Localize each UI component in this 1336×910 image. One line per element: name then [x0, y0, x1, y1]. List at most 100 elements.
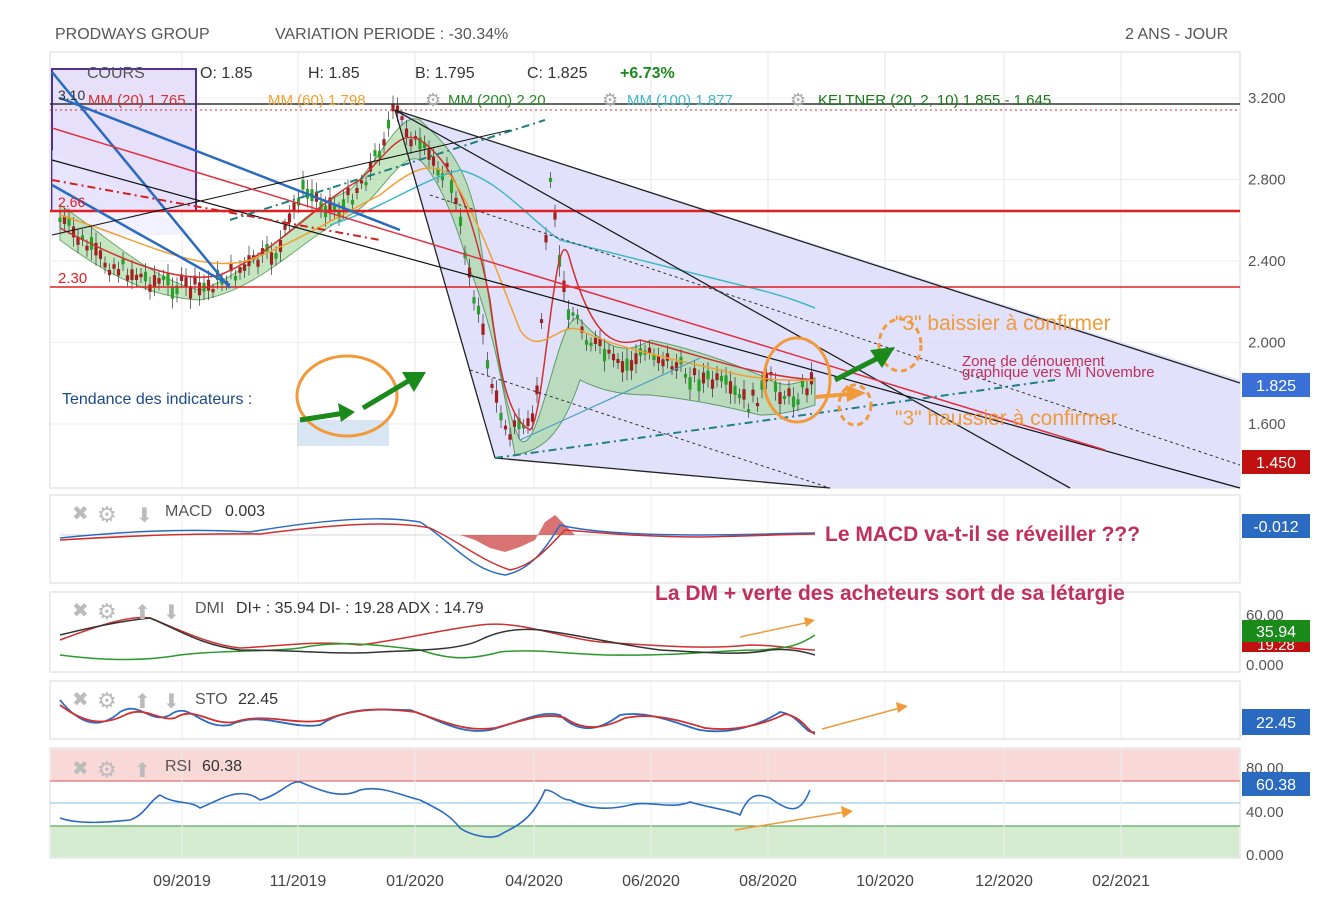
candle-body — [782, 395, 787, 400]
teal-line — [519, 357, 701, 441]
move-down-icon[interactable]: ⬇ — [163, 691, 180, 713]
candle-body — [526, 418, 530, 427]
gear-icon[interactable]: ⚙ — [97, 757, 117, 782]
tendance-circle — [295, 354, 399, 438]
candle-body — [166, 273, 170, 286]
candle-body — [197, 282, 202, 296]
candle-body — [436, 168, 440, 176]
gear-icon[interactable]: ⚙ — [425, 90, 441, 110]
candle-body — [355, 188, 359, 194]
channel-mid — [394, 109, 1071, 489]
candle-body — [755, 402, 760, 407]
candle-body — [193, 275, 197, 285]
legend-cours: COURS — [87, 65, 145, 82]
candle-body — [458, 216, 463, 226]
move-down-icon[interactable]: ⬇ — [136, 505, 153, 527]
green-arrow-2 — [361, 377, 412, 411]
candle-body — [116, 269, 121, 276]
target-circle-up — [877, 317, 923, 373]
red-resistance — [51, 127, 1106, 451]
y-tick-label: 2.400 — [1248, 253, 1286, 270]
candle-body — [503, 425, 508, 430]
candle-body — [508, 434, 512, 440]
y-tick-label: 2.800 — [1248, 172, 1286, 189]
gear-icon[interactable]: ⚙ — [602, 90, 618, 110]
candle-body — [805, 388, 809, 396]
arrowhead-orange — [846, 385, 866, 402]
candle-body — [62, 215, 67, 224]
candle-body — [764, 373, 769, 382]
candle-body — [647, 347, 652, 353]
period-variation: VARIATION PERIODE : -30.34% — [275, 26, 509, 43]
move-up-icon[interactable]: ⬆ — [134, 691, 151, 713]
candle-body — [233, 275, 238, 281]
candle-body — [143, 271, 148, 282]
blue-trendline-upper — [59, 96, 401, 232]
gear-icon[interactable]: ⚙ — [97, 599, 117, 624]
candle-body — [341, 199, 346, 210]
dmi-plus-badge — [1242, 620, 1310, 642]
candle-body — [553, 212, 557, 220]
candle-body — [692, 368, 697, 376]
close-icon[interactable]: ✖ — [72, 689, 89, 711]
candle-body — [809, 372, 814, 385]
close-icon[interactable]: ✖ — [72, 600, 89, 622]
candle-body — [611, 353, 616, 361]
close-icon[interactable]: ✖ — [72, 758, 89, 780]
sto-orange-arrow — [821, 707, 901, 730]
candle-body — [85, 245, 89, 251]
period-selector[interactable]: 2 ANS - JOUR — [1125, 26, 1229, 43]
channel-top — [394, 109, 1241, 384]
candle-body — [575, 314, 580, 319]
legend-open: O: 1.85 — [200, 65, 253, 82]
tendance-label: Tendance des indicateurs : — [62, 391, 252, 408]
move-up-icon[interactable]: ⬆ — [134, 760, 151, 782]
dmi-axis-0: 0.000 — [1246, 657, 1284, 674]
dmi-plus-line — [59, 634, 816, 661]
candle-body — [274, 253, 278, 259]
rsi-axis-0: 0.000 — [1246, 847, 1284, 864]
teal-dashdot-upper — [229, 119, 546, 221]
candle-body — [427, 149, 431, 160]
candle-body — [742, 389, 746, 400]
candle-body — [652, 355, 656, 361]
sto-label: STO — [195, 691, 228, 708]
rsi-arrowhead — [841, 806, 853, 818]
sto-badge — [1242, 709, 1310, 735]
candlesticks — [58, 95, 814, 447]
candle-body — [391, 103, 395, 112]
candle-body — [98, 250, 103, 259]
close-icon[interactable]: ✖ — [72, 503, 89, 525]
legend-keltner: KELTNER (20, 2, 10) 1.855 - 1.645 — [818, 92, 1051, 109]
gear-icon[interactable]: ⚙ — [790, 90, 806, 110]
candle-body — [539, 319, 544, 324]
candle-body — [301, 179, 305, 190]
candle-body — [674, 362, 679, 371]
candle-body — [287, 213, 292, 223]
move-down-icon[interactable]: ⬇ — [163, 602, 180, 624]
candle-body — [449, 180, 454, 193]
candle-body — [701, 372, 706, 384]
macd-value: 0.003 — [225, 503, 265, 520]
zone-label-2: graphique vers Mi Novembre — [962, 364, 1155, 381]
candle-body — [337, 210, 341, 219]
candle-body — [242, 264, 247, 271]
blue-trendline-lower — [51, 183, 231, 287]
candle-body — [697, 379, 701, 392]
blue-trendline-left — [51, 71, 231, 289]
candle-body — [148, 284, 152, 292]
candle-body — [688, 377, 692, 390]
candle-body — [431, 156, 436, 166]
gear-icon[interactable]: ⚙ — [97, 502, 117, 527]
dmi-plus-badge-text: 35.94 — [1256, 624, 1296, 641]
candle-body — [481, 323, 485, 335]
legend-mm60: MM (60) 1.798 — [268, 92, 366, 109]
sto-d-line — [59, 704, 816, 735]
candle-body — [800, 381, 805, 388]
move-up-icon[interactable]: ⬆ — [134, 602, 151, 624]
price-low-badge — [1242, 450, 1310, 474]
candle-body — [67, 216, 71, 226]
gear-icon[interactable]: ⚙ — [97, 688, 117, 713]
candle-body — [211, 289, 215, 293]
black-trendline-up — [51, 129, 511, 236]
